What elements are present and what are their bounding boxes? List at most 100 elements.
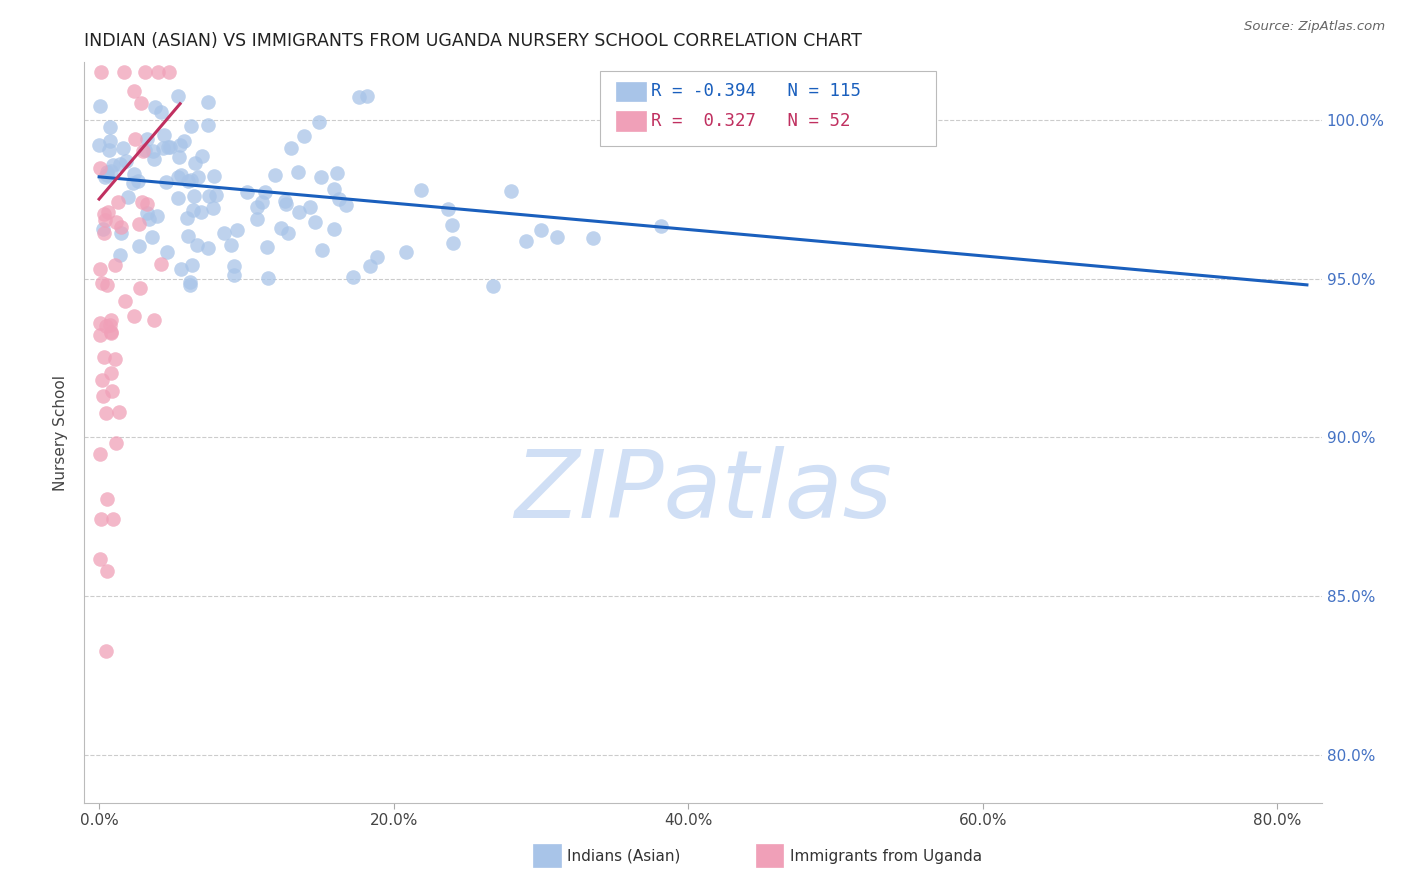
Point [366, 250, 388, 264]
Point [159, 140, 181, 154]
Point [94, 406, 117, 420]
Point [246, 201, 269, 215]
Point [309, 169, 332, 184]
Point [155, 175, 177, 189]
Point [226, 222, 249, 236]
Text: Immigrants from Uganda: Immigrants from Uganda [790, 848, 981, 863]
Point [94, 213, 117, 227]
Point [274, 194, 297, 208]
FancyBboxPatch shape [616, 82, 647, 101]
FancyBboxPatch shape [600, 71, 935, 146]
Point [98, 144, 121, 158]
Point [197, 95, 219, 109]
Point [89, 262, 111, 277]
Point [100, 325, 122, 339]
Point [311, 243, 333, 257]
Text: ZIPatlas: ZIPatlas [515, 446, 891, 537]
Point [197, 189, 219, 203]
Point [117, 190, 139, 204]
Point [156, 140, 179, 154]
Point [107, 404, 129, 418]
Point [143, 100, 166, 114]
Point [179, 275, 201, 289]
Point [124, 167, 146, 181]
Point [180, 172, 202, 186]
Point [100, 326, 122, 340]
Point [186, 238, 208, 252]
Point [221, 237, 243, 252]
Y-axis label: Nursery School: Nursery School [53, 375, 69, 491]
Point [90, 511, 112, 525]
Point [96, 491, 118, 506]
Point [105, 214, 128, 228]
Point [93, 350, 115, 364]
Point [347, 89, 370, 103]
Point [325, 165, 347, 179]
Point [530, 222, 553, 236]
Point [96, 165, 118, 179]
Point [98, 318, 121, 332]
Point [93, 206, 115, 220]
Point [173, 134, 195, 148]
Point [304, 215, 326, 229]
Point [190, 149, 212, 163]
Point [270, 221, 292, 235]
Point [128, 239, 150, 253]
Point [277, 226, 299, 240]
Point [103, 351, 125, 366]
Point [129, 281, 152, 295]
Point [112, 65, 135, 79]
Point [205, 187, 228, 202]
Text: Source: ZipAtlas.com: Source: ZipAtlas.com [1244, 20, 1385, 33]
Point [177, 174, 200, 188]
Point [89, 552, 111, 566]
Point [103, 158, 125, 172]
Point [121, 176, 143, 190]
Point [108, 248, 131, 262]
Point [93, 226, 115, 240]
Point [96, 205, 118, 219]
Point [110, 219, 132, 234]
Text: Indians (Asian): Indians (Asian) [567, 848, 681, 863]
Point [287, 165, 309, 179]
Point [101, 384, 124, 399]
Point [114, 294, 136, 309]
Point [183, 156, 205, 170]
Point [89, 98, 111, 112]
Point [328, 192, 350, 206]
Point [146, 65, 169, 79]
Point [107, 194, 129, 209]
Point [153, 128, 176, 142]
Point [128, 217, 150, 231]
Point [167, 191, 190, 205]
Point [409, 183, 432, 197]
Point [441, 235, 464, 250]
Point [546, 230, 568, 244]
Point [152, 141, 174, 155]
Point [89, 447, 111, 461]
Point [108, 156, 131, 170]
Point [157, 65, 180, 79]
Point [89, 316, 111, 330]
Point [134, 143, 156, 157]
Point [90, 65, 112, 79]
Point [356, 89, 378, 103]
Point [89, 161, 111, 175]
Point [98, 134, 121, 148]
Point [169, 151, 191, 165]
Point [342, 269, 364, 284]
Point [131, 195, 153, 210]
Point [110, 226, 132, 240]
Point [256, 240, 278, 254]
Point [101, 512, 124, 526]
Point [169, 137, 191, 152]
Point [114, 154, 136, 169]
Point [149, 257, 172, 271]
Point [143, 312, 166, 326]
Point [222, 268, 245, 283]
Point [89, 328, 111, 343]
Point [224, 259, 246, 273]
FancyBboxPatch shape [756, 844, 783, 867]
Point [132, 145, 155, 159]
Point [167, 89, 190, 103]
